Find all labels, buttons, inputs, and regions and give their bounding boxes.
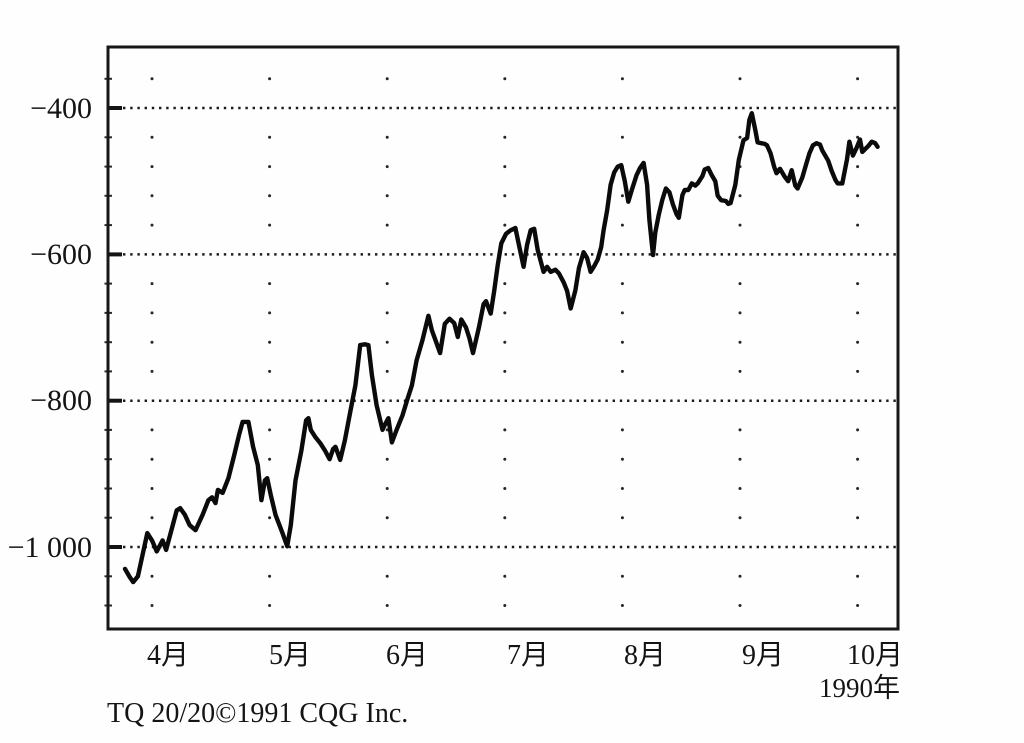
y-tick-label: −600 <box>30 238 92 271</box>
x-tick-label: 4月 <box>147 640 189 671</box>
price-line <box>122 110 880 585</box>
x-tick-label: 7月 <box>507 640 549 671</box>
grid-dotted-lines <box>123 77 896 607</box>
copyright-caption: TQ 20/20©1991 CQG Inc. <box>107 698 408 729</box>
plot-border <box>106 45 900 631</box>
x-axis-labels: 4月 5月 6月 7月 8月 9月 10月 <box>147 640 903 671</box>
x-tick-label: 5月 <box>269 640 311 671</box>
x-tick-label: 9月 <box>742 640 784 671</box>
x-tick-label: 8月 <box>624 640 666 671</box>
x-tick-label: 10月 <box>847 640 903 671</box>
y-tick-label: −400 <box>30 92 92 125</box>
y-tick-label: −1 000 <box>8 531 92 564</box>
y-tick-label: −800 <box>30 384 92 417</box>
x-tick-label: 6月 <box>386 640 428 671</box>
year-label: 1990年 <box>819 673 900 703</box>
y-axis-labels: −400 −600 −800 −1 000 <box>8 92 92 564</box>
